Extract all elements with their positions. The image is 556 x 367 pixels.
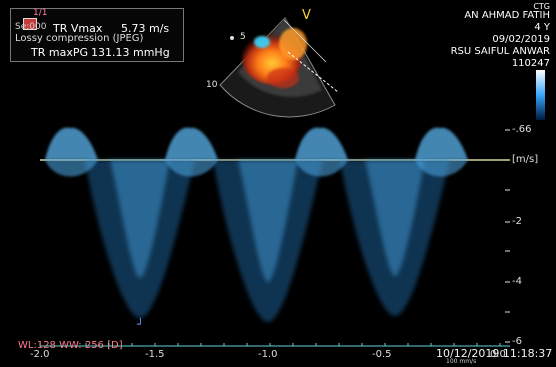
time-tick-label: 0.0 <box>490 349 506 360</box>
lossy-compression-label: Lossy compression (JPEG) <box>15 33 144 44</box>
time-tick-label: -2.0 <box>30 349 50 360</box>
measurement-panel[interactable]: 1/1 Se:000 TR Vmax 5.73 m/s Lossy compre… <box>10 8 184 62</box>
window-level-label: WL:128 WW: 256 [D] <box>18 340 123 351</box>
study-date: 09/02/2019 <box>492 34 550 45</box>
hospital-name: RSU SAIFUL ANWAR <box>450 46 550 57</box>
velocity-unit: [m/s] <box>512 154 539 165</box>
time-tick-label: -0.5 <box>372 349 392 360</box>
forward-flow-lower <box>415 160 468 177</box>
series-label: Se:000 <box>15 22 47 32</box>
sector-v-label: V <box>302 8 311 23</box>
tr-envelope-core <box>110 160 170 278</box>
velocity-tick-label: -4 <box>512 276 522 287</box>
forward-flow-bump <box>45 127 98 160</box>
velocity-tick-label: -2 <box>512 216 522 227</box>
velocity-colorbar <box>536 70 545 120</box>
cursor-marker-icon: ┘ <box>137 318 144 331</box>
tr-vmax-value: 5.73 m/s <box>121 22 170 35</box>
forward-flow-bump <box>295 127 348 160</box>
tr-vmax-label: TR Vmax <box>53 22 103 35</box>
patient-name: AN AHMAD FATIH <box>464 10 550 21</box>
patient-age: 4 Y <box>534 22 550 33</box>
velocity-tick-label: -6 <box>512 336 522 347</box>
time-tick-label: -1.5 <box>145 349 165 360</box>
sweep-speed-label: 100 mm/s <box>446 358 477 365</box>
tr-envelope-core <box>365 160 425 276</box>
menu-icon[interactable] <box>23 18 37 30</box>
tr-envelope-core <box>238 160 298 282</box>
velocity-tick-label: -.66 <box>512 124 532 135</box>
forward-flow-lower <box>295 160 348 177</box>
forward-flow-lower <box>45 160 98 177</box>
sector-depth-10: 10 <box>206 80 218 90</box>
forward-flow-bump <box>165 127 218 160</box>
forward-flow-bump <box>415 127 468 160</box>
tr-maxpg-label: TR maxPG <box>31 46 88 59</box>
time-ticks <box>39 343 501 346</box>
patient-id: 110247 <box>511 58 550 69</box>
modality-label: CTG <box>533 2 550 11</box>
timestamp-label: 10/12/2019 11:18:37 <box>436 347 553 360</box>
tr-envelopes <box>85 160 450 322</box>
echo-sector-image <box>219 17 339 118</box>
forward-flow-lower <box>165 160 218 177</box>
velocity-ticks <box>505 129 510 343</box>
time-tick-label: -1.0 <box>258 349 278 360</box>
forward-flow-bumps <box>45 127 468 177</box>
tr-maxpg-value: 131.13 mmHg <box>91 46 170 59</box>
image-index: 1/1 <box>33 8 48 18</box>
sector-depth-5: 5 <box>240 32 246 42</box>
